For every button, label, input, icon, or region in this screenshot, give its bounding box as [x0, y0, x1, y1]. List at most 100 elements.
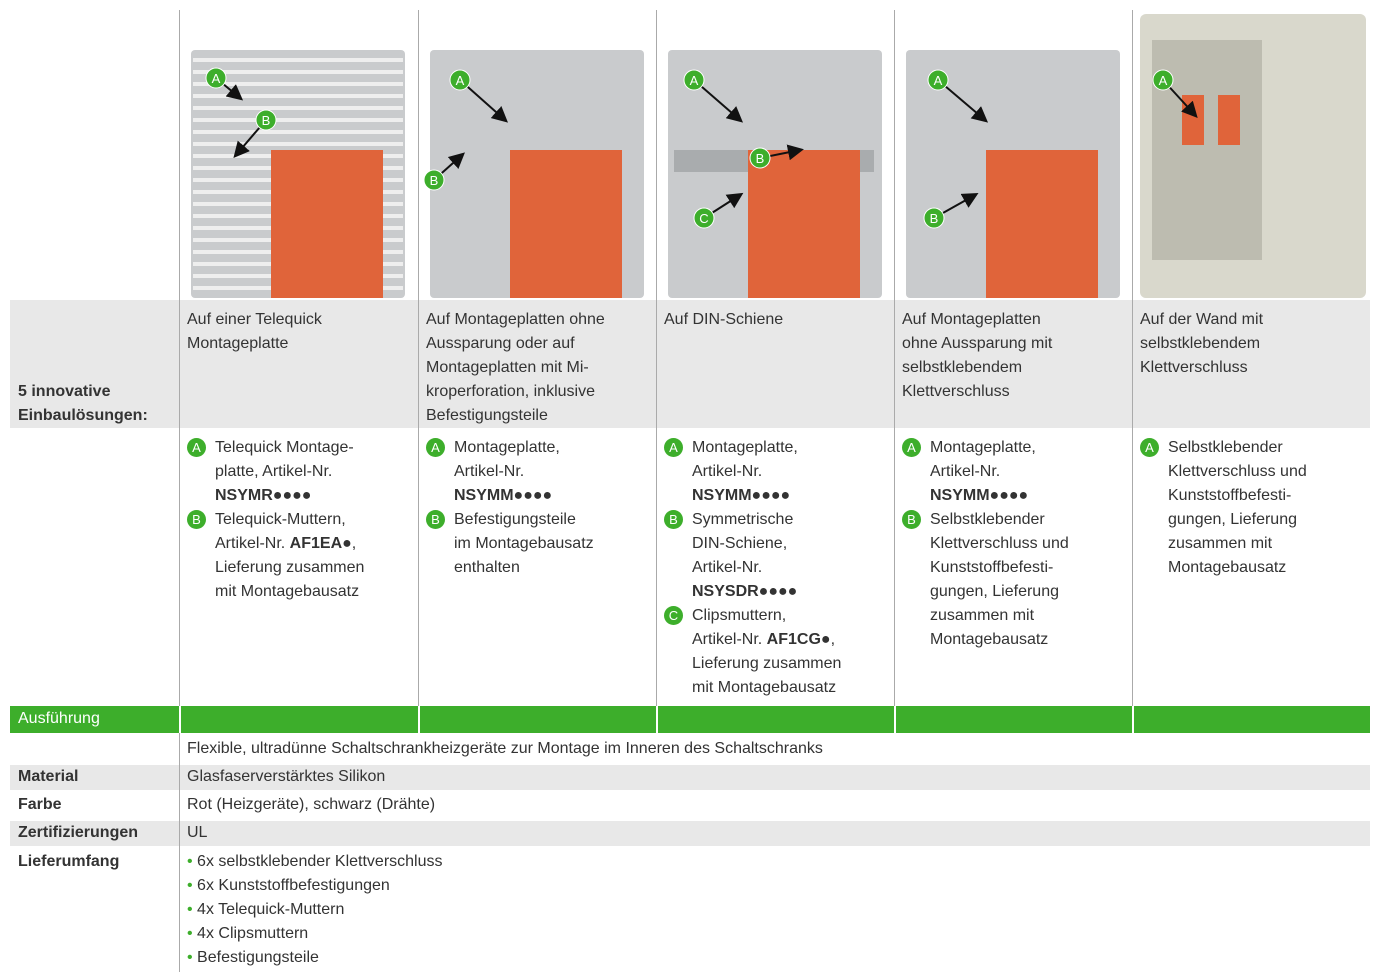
part-text-run: , [351, 535, 357, 552]
solution-title: Auf einer Telequick [187, 311, 322, 328]
part-text: NSYMM●●●● [930, 484, 1028, 508]
part-marker: A [902, 438, 921, 457]
solution-title: Montageplatten mit Mi- [426, 359, 589, 376]
callout-marker [683, 69, 705, 91]
band-divider [179, 706, 181, 733]
part-text: im Montagebausatz [454, 535, 594, 552]
part-text: Symmetrische [692, 511, 794, 528]
part-text: Selbstklebender [930, 511, 1045, 528]
solution-title: selbstklebendem [1140, 335, 1261, 352]
part-marker: B [902, 510, 921, 529]
part-number: AF1EA● [289, 535, 352, 552]
band-divider [894, 706, 896, 733]
solution-title: kroperforation, inklusive [426, 383, 595, 400]
spec-label: Zertifizierungen [18, 824, 139, 841]
part-text-run: Artikel-Nr. [215, 535, 290, 552]
part-text: gungen, Lieferung [1168, 511, 1297, 528]
part-text: zusammen mit [930, 607, 1035, 624]
spec-band [10, 765, 1370, 790]
part-text: NSYSDR●●●● [692, 580, 797, 604]
callout-letter: A [212, 71, 221, 86]
heater [1182, 95, 1204, 145]
spec-band [10, 821, 1370, 846]
solution-title: Auf Montageplatten [902, 311, 1041, 328]
part-text: Kunststoffbefesti- [1168, 487, 1292, 504]
solution-title: Auf Montageplatten ohne [426, 311, 605, 328]
scope-item: 4x Clipsmuttern [187, 922, 308, 946]
part-text: mit Montagebausatz [215, 583, 360, 600]
part-text: Klettverschluss und [930, 535, 1069, 552]
callout-letter: B [262, 113, 271, 128]
part-text: Montagebausatz [1168, 559, 1287, 576]
part-text: Artikel-Nr. [454, 463, 525, 480]
part-text: Telequick-Muttern, [215, 511, 346, 528]
part-text-run: Artikel-Nr. [692, 631, 767, 648]
part-text: Lieferung zusammen [215, 559, 365, 576]
column-divider [179, 733, 180, 972]
solution-title: Klettverschluss [1140, 359, 1248, 376]
section-band [10, 706, 1370, 733]
part-text: Artikel-Nr. [930, 463, 1001, 480]
part-marker: B [187, 510, 206, 529]
spec-value: UL [187, 824, 208, 841]
callout-letter: A [934, 73, 943, 88]
part-marker: C [664, 606, 683, 625]
part-text: mit Montagebausatz [692, 679, 837, 696]
part-number: NSYSDR●●●● [692, 583, 798, 600]
part-text: Montageplatte, [692, 439, 798, 456]
band-divider [656, 706, 658, 733]
callout-marker [255, 109, 277, 131]
spec-value: Glasfaserverstärktes Silikon [187, 768, 386, 785]
part-text: platte, Artikel-Nr. [215, 463, 333, 480]
spec-label: Material [18, 768, 79, 785]
callout-marker [923, 207, 945, 229]
part-number: AF1CG● [766, 631, 831, 648]
column-divider [179, 10, 180, 733]
description-band [10, 300, 1370, 428]
solution-title: Auf der Wand mit [1140, 311, 1264, 328]
part-text: enthalten [454, 559, 520, 576]
part-text: gungen, Lieferung [930, 583, 1059, 600]
part-text: Artikel-Nr. AF1EA●, [215, 532, 356, 556]
column-divider [656, 10, 657, 733]
part-text: NSYMR●●●● [215, 484, 311, 508]
part-number: NSYMM●●●● [930, 487, 1029, 504]
part-text: NSYMM●●●● [692, 484, 790, 508]
column-divider [894, 10, 895, 733]
column-divider [418, 10, 419, 733]
callout-marker [927, 69, 949, 91]
callout-marker [423, 169, 445, 191]
intro-label: 5 innovative [18, 383, 111, 400]
intro-label: Einbaulösungen: [18, 407, 148, 424]
scope-item: 6x Kunststoffbefestigungen [187, 874, 390, 898]
heater [271, 150, 383, 298]
callout-marker [693, 207, 715, 229]
heater [1218, 95, 1240, 145]
part-text: Selbstklebender [1168, 439, 1283, 456]
scope-item: Befestigungsteile [187, 946, 319, 970]
heater [510, 150, 622, 298]
band-divider [418, 706, 420, 733]
part-text: Telequick Montage- [215, 439, 354, 456]
part-text: Lieferung zusammen [692, 655, 842, 672]
part-text: DIN-Schiene, [692, 535, 788, 552]
callout-marker [749, 147, 771, 169]
callout-marker [205, 67, 227, 89]
part-marker: B [664, 510, 683, 529]
illustrations: A B A B A B C A B A [191, 14, 1366, 298]
callout-letter: A [1159, 73, 1168, 88]
part-text: Kunststoffbefesti- [930, 559, 1054, 576]
part-text: Clipsmuttern, [692, 607, 787, 624]
part-text: zusammen mit [1168, 535, 1273, 552]
callout-letter: B [430, 173, 439, 188]
callout-letter: B [930, 211, 939, 226]
heater [986, 150, 1098, 298]
part-text-run: , [830, 631, 836, 648]
part-marker: A [1140, 438, 1159, 457]
scope-item: 4x Telequick-Muttern [187, 898, 344, 922]
column-divider [1132, 10, 1133, 733]
band-divider [1132, 706, 1134, 733]
solution-title: Klettverschluss [902, 383, 1010, 400]
solution-title: Befestigungsteile [426, 407, 548, 424]
